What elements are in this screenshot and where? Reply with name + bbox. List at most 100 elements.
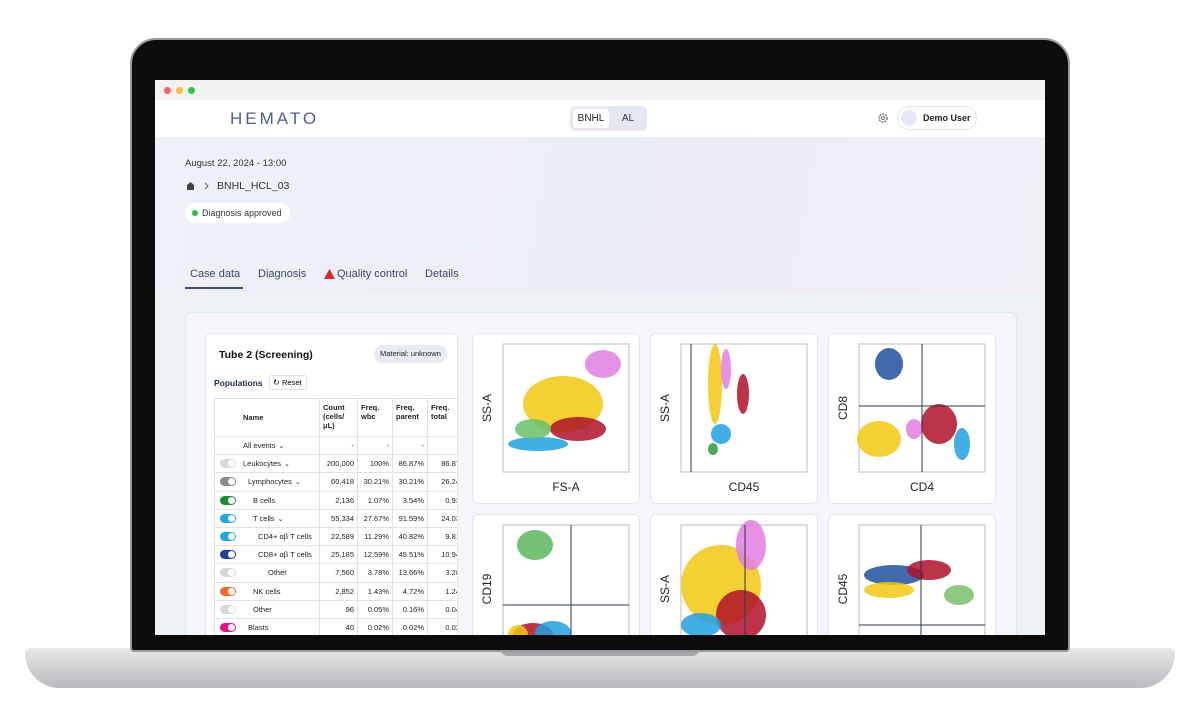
row-divider <box>215 618 457 619</box>
row-divider <box>215 599 457 601</box>
visibility-toggle[interactable] <box>220 513 236 523</box>
row-value: 45.51% <box>398 550 424 560</box>
row-value: 13.66% <box>398 568 424 578</box>
visibility-toggle[interactable] <box>220 586 236 596</box>
row-name: CD8+ αβ T cells <box>258 550 312 560</box>
population-panel: Tube 2 (Screening) Material: unknown Pop… <box>205 333 458 635</box>
row-value: - <box>386 441 390 450</box>
column-header: Count (cells/μL) <box>323 403 345 430</box>
y-axis-label: CD8 <box>836 396 850 420</box>
row-name: Lymphocytes ⌄ <box>248 477 301 487</box>
row-name: CD4+ αβ T cells <box>258 532 312 541</box>
row-value: 1.07% <box>367 495 389 505</box>
expand-chevron[interactable]: ⌄ <box>294 479 301 487</box>
visibility-toggle[interactable] <box>220 550 236 560</box>
cell-cluster <box>736 520 766 570</box>
row-name: All events ⌄ <box>243 441 285 450</box>
row-value: 9.81 <box>445 532 457 541</box>
scatter-plot: CD45 <box>828 514 996 635</box>
status-dot <box>192 210 198 216</box>
row-value: 3.28 <box>445 568 457 578</box>
populations-label: Populations <box>214 378 263 388</box>
cell-cluster <box>875 348 903 380</box>
row-value: 1.43% <box>367 586 389 596</box>
row-value: 2,136 <box>335 495 354 505</box>
cell-cluster <box>857 421 901 457</box>
reset-icon: ↻ <box>273 378 280 387</box>
row-value: 0.02 <box>445 623 457 632</box>
row-value: 0.05% <box>367 604 389 614</box>
logo[interactable]: HEMATO <box>230 109 320 128</box>
x-axis-label: FS-A <box>552 480 579 494</box>
cell-cluster <box>535 621 571 635</box>
visibility-toggle[interactable] <box>220 477 236 487</box>
user-menu[interactable]: Demo User <box>897 106 977 130</box>
visibility-toggle[interactable] <box>220 604 236 614</box>
reset-button[interactable]: ↻ Reset <box>269 375 307 390</box>
tab[interactable]: Details <box>425 268 459 280</box>
row-value: 200,000 <box>326 459 354 469</box>
case-date: August 22, 2024 - 13:00 <box>185 158 287 169</box>
row-value: 0.16% <box>402 604 424 614</box>
row-value: 0.02% <box>367 623 389 632</box>
cell-cluster <box>721 349 731 389</box>
cell-cluster <box>907 560 951 580</box>
header: HEMATO BNHL AL Demo User <box>155 100 1045 137</box>
title-bar <box>155 80 1045 100</box>
cell-cluster <box>508 437 568 451</box>
row-value: 24.03 <box>441 513 457 523</box>
visibility-toggle[interactable] <box>220 532 236 541</box>
row-value: 55,334 <box>331 513 354 523</box>
row-value: 26.24 <box>441 477 457 487</box>
warning-icon <box>324 269 335 279</box>
row-value: 12.59% <box>363 550 389 560</box>
max-dot[interactable] <box>188 87 195 94</box>
visibility-toggle[interactable] <box>220 459 236 469</box>
expand-chevron[interactable]: ⌄ <box>278 443 285 450</box>
row-value: 86.87 <box>441 459 457 469</box>
column-header: Freq. wbc <box>361 403 380 421</box>
cell-cluster <box>681 613 721 635</box>
row-value: 96 <box>345 604 354 614</box>
row-value: 91.59% <box>398 513 424 523</box>
visibility-toggle[interactable] <box>220 623 236 632</box>
scatter-plot: CD19 <box>472 514 640 635</box>
row-value: 2,852 <box>335 586 354 596</box>
tab[interactable]: Quality control <box>337 268 408 280</box>
mode-switch: BNHL AL <box>570 106 647 131</box>
row-value: 0.04 <box>445 604 457 614</box>
avatar <box>901 110 917 126</box>
close-dot[interactable] <box>164 87 171 94</box>
column-divider <box>319 399 320 635</box>
expand-chevron[interactable]: ⌄ <box>283 461 290 469</box>
visibility-toggle[interactable] <box>220 568 236 578</box>
breadcrumb[interactable]: BNHL_HCL_03 <box>217 180 290 192</box>
screen: HEMATO BNHL AL Demo User August 22, 2024… <box>155 80 1045 635</box>
mode-option[interactable]: AL <box>621 113 635 124</box>
x-axis-label: CD4 <box>910 480 934 494</box>
tab[interactable]: Diagnosis <box>258 268 307 280</box>
tab[interactable]: Case data <box>190 268 241 280</box>
tab-underline <box>185 287 243 289</box>
user-name: Demo User <box>923 113 971 123</box>
y-axis-label: SS-A <box>480 394 494 422</box>
row-value: 40 <box>345 623 354 632</box>
row-divider <box>215 508 457 510</box>
cell-cluster <box>508 625 528 635</box>
visibility-toggle[interactable] <box>220 495 236 505</box>
row-value: 86.87% <box>398 459 424 469</box>
cell-cluster <box>906 419 922 439</box>
column-header: Name <box>243 413 264 422</box>
cell-cluster <box>708 344 722 424</box>
mode-option[interactable]: BNHL <box>573 109 609 128</box>
cell-cluster <box>954 428 970 460</box>
row-value: 0.93 <box>445 495 457 505</box>
expand-chevron[interactable]: ⌄ <box>277 515 284 523</box>
row-value: 11.29% <box>364 532 389 541</box>
cell-cluster <box>550 417 606 441</box>
row-value: - <box>421 441 425 450</box>
row-divider <box>215 581 457 583</box>
min-dot[interactable] <box>176 87 183 94</box>
settings-icon[interactable] <box>877 112 889 124</box>
